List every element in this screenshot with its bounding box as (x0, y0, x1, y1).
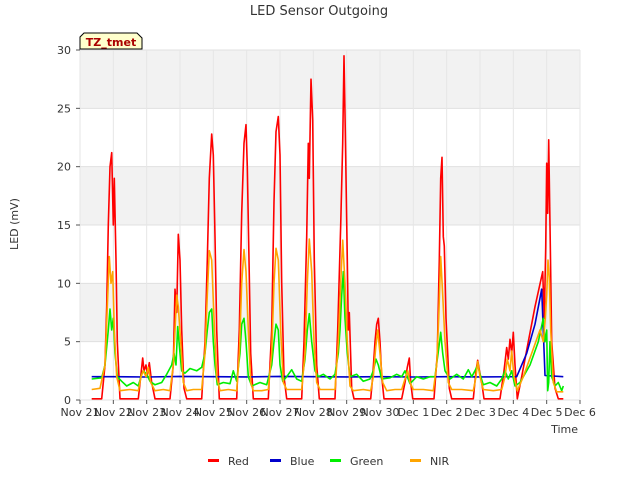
band-5 (80, 50, 580, 109)
legend: Red Blue Green NIR (208, 455, 449, 468)
site-badge-text: TZ_tmet (86, 36, 136, 49)
background-bands (80, 50, 580, 400)
y-tick-label: 20 (57, 161, 71, 174)
x-tick-label: Nov 29 (327, 406, 366, 419)
x-tick-label: Dec 1 (397, 406, 429, 419)
band-3 (80, 166, 580, 225)
y-tick-label: 10 (57, 277, 71, 290)
x-tick-label: Nov 26 (227, 406, 266, 419)
x-axis-label: Time (550, 423, 578, 436)
site-badge: TZ_tmet (79, 32, 143, 50)
x-tick-label: Nov 21 (61, 406, 100, 419)
x-tick-label: Nov 25 (194, 406, 233, 419)
legend-swatch-nir (410, 459, 421, 462)
x-tick-label: Nov 22 (94, 406, 133, 419)
x-tick-label: Dec 2 (431, 406, 463, 419)
y-axis-ticks: 0 5 10 15 20 25 30 (57, 44, 80, 407)
x-tick-label: Nov 30 (361, 406, 400, 419)
series-nir-line (91, 238, 564, 393)
y-axis-label: LED (mV) (8, 198, 21, 250)
y-tick-label: 15 (57, 219, 71, 232)
chart-title: LED Sensor Outgoing (250, 4, 388, 19)
x-tick-label: Dec 6 (564, 406, 596, 419)
series-blue-line (91, 288, 564, 378)
site-badge-box (79, 32, 143, 50)
legend-swatch-blue (270, 459, 281, 462)
legend-label-red: Red (228, 455, 249, 468)
y-tick-label: 0 (64, 394, 71, 407)
x-tick-label: Nov 24 (161, 406, 200, 419)
x-tick-label: Dec 3 (464, 406, 496, 419)
legend-label-nir: NIR (430, 455, 449, 468)
band-2 (80, 225, 580, 284)
y-tick-label: 5 (64, 336, 71, 349)
legend-swatch-green (330, 459, 341, 462)
x-tick-label: Dec 5 (531, 406, 563, 419)
series-layer (91, 54, 565, 400)
legend-label-blue: Blue (290, 455, 315, 468)
y-tick-label: 30 (57, 44, 71, 57)
band-4 (80, 108, 580, 167)
x-tick-label: Dec 4 (497, 406, 529, 419)
x-tick-label: Nov 23 (127, 406, 166, 419)
legend-swatch-red (208, 459, 219, 462)
x-tick-label: Nov 28 (294, 406, 333, 419)
y-tick-label: 25 (57, 102, 71, 115)
legend-label-green: Green (350, 455, 383, 468)
band-1 (80, 283, 580, 342)
x-tick-label: Nov 27 (261, 406, 300, 419)
